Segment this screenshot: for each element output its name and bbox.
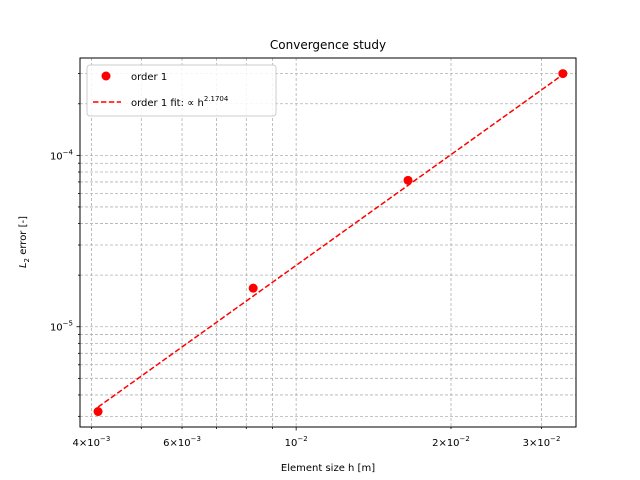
x-tick-label-base: 3×10 [523, 438, 550, 449]
legend-marker-order-1 [101, 71, 111, 81]
legend: order 1 order 1 fit: ∝ h2.1704 [86, 64, 277, 117]
data-point [93, 407, 103, 417]
x-tick-label-exponent: −2 [460, 435, 470, 443]
x-tick-label: 3×10−2 [523, 435, 561, 449]
data-point [248, 283, 258, 293]
plot-data [93, 69, 568, 417]
y-tick-label-exponent: −5 [63, 320, 73, 328]
x-tick-label: 4×10−3 [73, 435, 111, 449]
legend-label-order-1-fit: order 1 fit: ∝ h2.1704 [131, 95, 229, 109]
y-tick-label: 10−4 [50, 148, 74, 162]
x-tick-label-exponent: −3 [191, 435, 201, 443]
y-tick-label-exponent: −4 [63, 148, 74, 156]
x-tick-label-exponent: −3 [100, 435, 110, 443]
chart-title: Convergence study [270, 38, 386, 52]
y-tick-label: 10−5 [50, 320, 73, 334]
x-tick-label-base: 10 [285, 438, 298, 449]
y-axis-label: L2 error [-] [18, 216, 31, 268]
plot-frame [79, 57, 577, 428]
y-tick-label-base: 10 [50, 323, 63, 334]
y-tick-label-base: 10 [50, 151, 63, 162]
x-tick-label: 6×10−3 [163, 435, 201, 449]
x-tick-label-exponent: −2 [550, 435, 560, 443]
legend-box [86, 64, 277, 117]
x-tick-label: 10−2 [285, 435, 308, 449]
legend-label-order-1: order 1 [131, 72, 167, 83]
x-tick-label: 2×10−2 [432, 435, 470, 449]
axis-ticks: 4×10−3 6×10−3 10−2 2×10−2 3×10−210−410−5 [50, 73, 561, 449]
x-tick-label-exponent: −2 [297, 435, 307, 443]
data-point [558, 69, 568, 79]
x-tick-label-base: 6×10 [163, 438, 190, 449]
x-axis-label: Element size h [m] [281, 463, 375, 474]
x-tick-label-base: 2×10 [432, 438, 459, 449]
data-point [403, 175, 413, 185]
x-tick-label-base: 4×10 [73, 438, 100, 449]
fit-line [97, 73, 564, 408]
